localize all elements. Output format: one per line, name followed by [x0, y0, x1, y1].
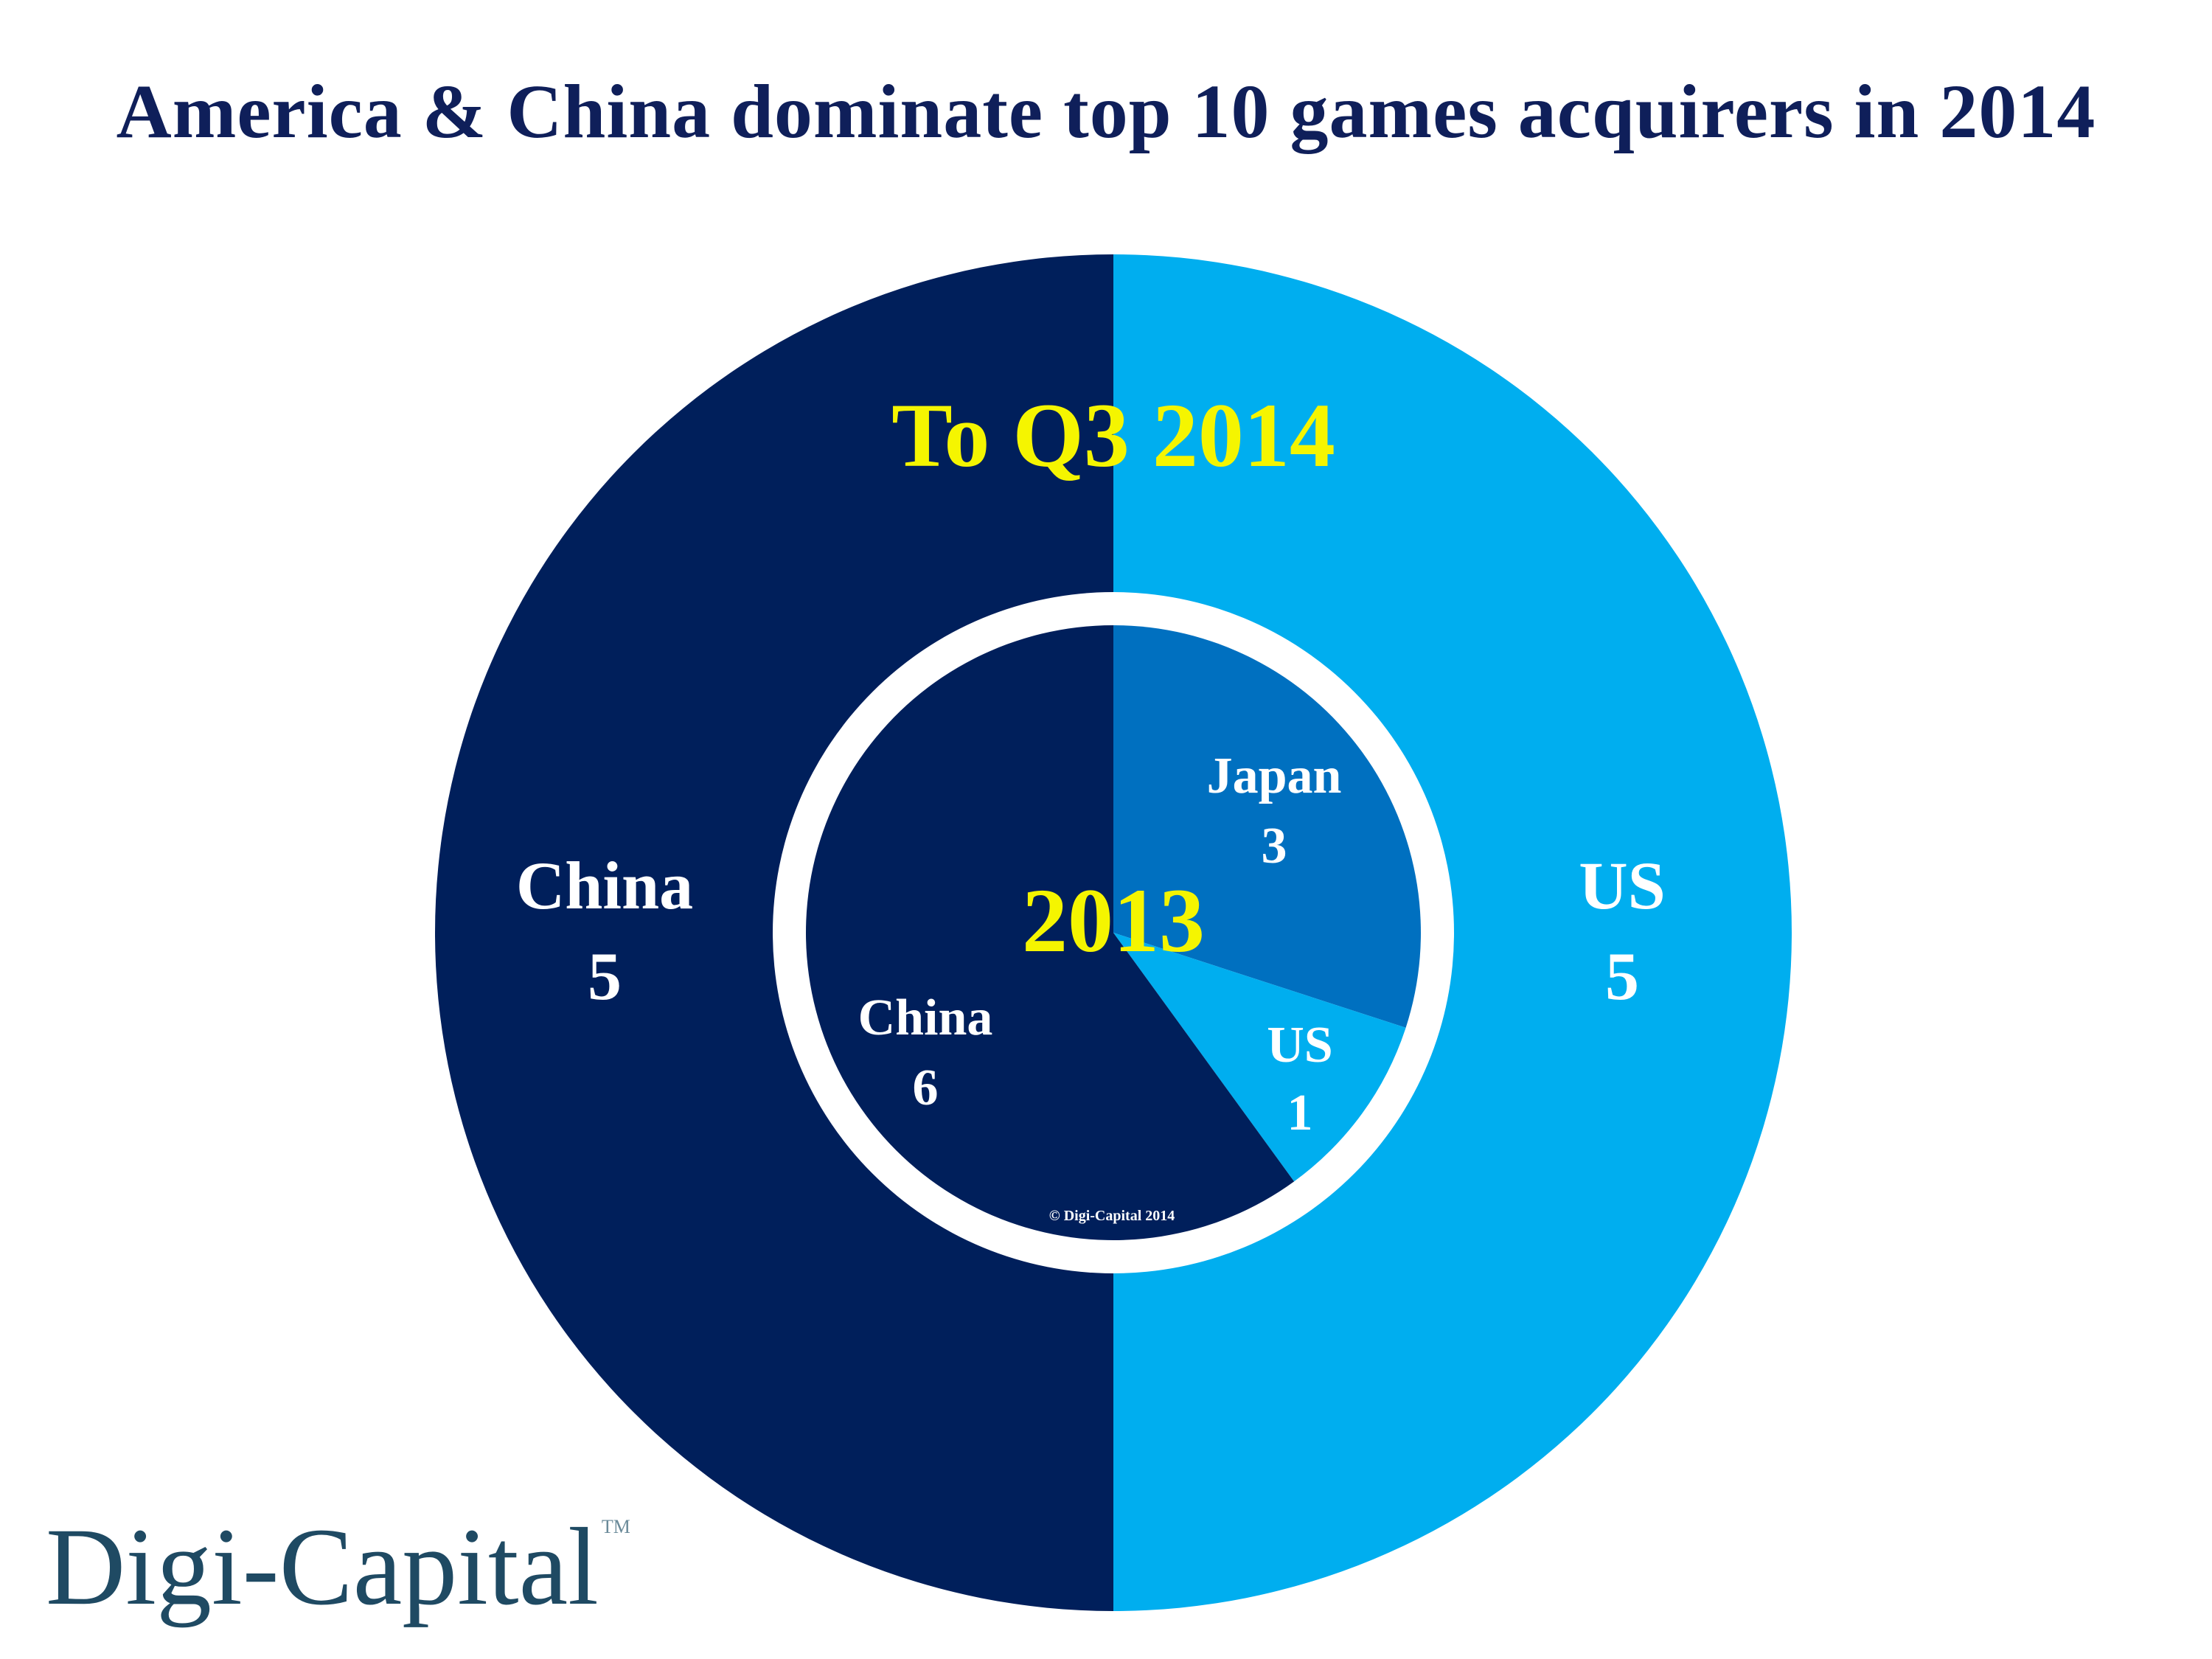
inner-pie-slices: [806, 625, 1421, 1240]
outer-value-china: 5: [588, 939, 622, 1014]
chart-title: America & China dominate top 10 games ac…: [116, 69, 2096, 154]
trademark-mark: TM: [601, 1516, 630, 1537]
copyright-notice: © Digi-Capital 2014: [1049, 1208, 1175, 1224]
logo-text: Digi-Capital: [46, 1506, 599, 1628]
inner-slice-us: [1113, 933, 1406, 1182]
chart-labels: To Q3 2014 2013 US 5 China 5 Japan 3 US 1 China 6 © …: [516, 385, 1666, 1224]
inner-slice-china: [806, 625, 1295, 1240]
inner-pie-title: 2013: [1022, 870, 1205, 971]
inner-slice-japan: [1113, 625, 1421, 1028]
inner-value-us: 1: [1287, 1085, 1313, 1141]
digi-capital-logo: Digi-Capital TM: [46, 1512, 630, 1622]
inner-label-us: US: [1267, 1017, 1332, 1074]
outer-ring-title: To Q3 2014: [891, 385, 1335, 486]
inner-label-japan: Japan: [1207, 748, 1342, 804]
inner-value-china: 6: [913, 1060, 939, 1116]
outer-label-us: US: [1579, 848, 1666, 923]
outer-label-china: China: [516, 848, 693, 923]
inner-label-china: China: [858, 990, 993, 1046]
inner-value-japan: 3: [1262, 818, 1287, 874]
outer-value-us: 5: [1605, 939, 1639, 1014]
